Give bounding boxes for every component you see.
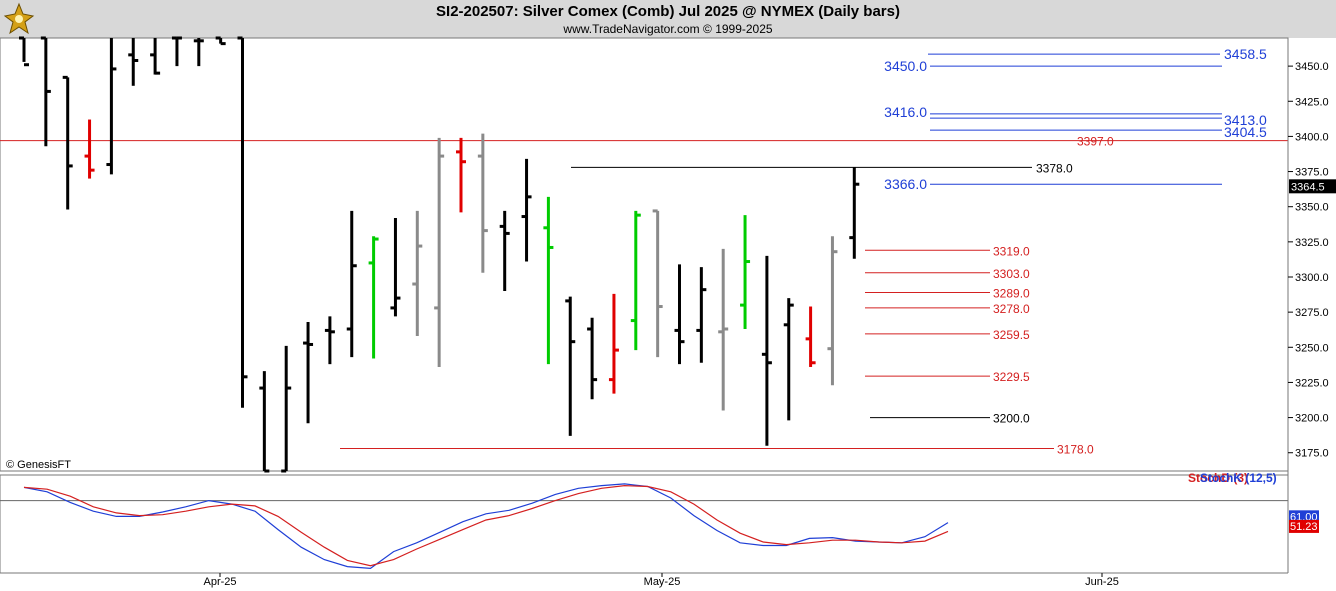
level-label: 3289.0: [993, 286, 1030, 300]
y-tick-label: 3225.0: [1295, 377, 1329, 389]
ohlc-bar: [40, 36, 51, 147]
y-tick-label: 3350.0: [1295, 202, 1329, 214]
ohlc-bar: [499, 210, 510, 292]
ohlc-bar: [827, 236, 838, 386]
level-label: 3259.5: [993, 328, 1030, 342]
ohlc-bar: [171, 36, 182, 67]
level-label: 3366.0: [884, 176, 927, 192]
y-tick-label: 3450.0: [1295, 61, 1329, 73]
ohlc-bar: [128, 38, 139, 86]
ohlc-bar: [783, 298, 794, 421]
y-tick-label: 3425.0: [1295, 96, 1329, 108]
ohlc-bar: [19, 36, 29, 67]
stoch-plot-area: [0, 474, 1289, 574]
ohlc-bar: [412, 210, 423, 337]
trade-navigator-logo-icon: [3, 2, 35, 35]
price-panel: [0, 37, 1289, 472]
ohlc-bar: [587, 317, 598, 400]
level-label: 3319.0: [993, 244, 1030, 258]
ohlc-bar: [368, 236, 379, 359]
ohlc-bar: [740, 215, 751, 330]
y-axis-area: [1288, 38, 1336, 591]
ohlc-bar: [434, 137, 445, 367]
ohlc-bar: [346, 210, 357, 358]
ohlc-bar: [477, 133, 488, 273]
ohlc-bar: [281, 345, 292, 473]
ohlc-bar: [324, 316, 335, 365]
chart-title: SI2-202507: Silver Comex (Comb) Jul 2025…: [436, 3, 900, 20]
stochd-value-box: [1289, 519, 1319, 533]
chart-header: SI2-202507: Silver Comex (Comb) Jul 2025…: [0, 0, 1336, 38]
legend-stochd: StochD (3): [1188, 471, 1248, 485]
ohlc-bar: [303, 321, 314, 424]
ohlc-bar: [696, 267, 707, 363]
last-price-label: 3364.5: [1291, 181, 1325, 193]
y-tick-label: 3325.0: [1295, 237, 1329, 249]
ohlc-bar: [849, 167, 860, 259]
level-label: 3413.0: [1224, 112, 1267, 128]
level-label: 3278.0: [993, 302, 1030, 316]
ohlc-bar: [150, 38, 161, 75]
stoch-series-line: [23, 483, 949, 570]
ohlc-bar: [390, 217, 401, 317]
ohlc-bar: [215, 36, 226, 46]
ohlc-bar: [237, 36, 248, 408]
ohlc-bar: [106, 38, 117, 175]
ohlc-bar: [521, 158, 532, 262]
chart-subtitle: www.TradeNavigator.com © 1999-2025: [563, 22, 773, 36]
stochd-value-label: 51.23: [1290, 521, 1318, 533]
y-tick-label: 3400.0: [1295, 131, 1329, 143]
y-tick-label: 3375.0: [1295, 167, 1329, 179]
ohlc-bar: [62, 75, 73, 210]
legend-stochk: StochK (12,5): [1200, 471, 1277, 485]
y-tick-label: 3200.0: [1295, 413, 1329, 425]
ohlc-bar: [652, 209, 663, 358]
ohlc-bar: [84, 119, 95, 179]
ohlc-bar: [630, 210, 641, 351]
stoch-series-line: [23, 484, 949, 567]
y-tick-label: 3250.0: [1295, 342, 1329, 354]
level-label: 3397.0: [1077, 135, 1114, 149]
stochastic-panel: [0, 474, 1289, 574]
price-plot-area: [0, 37, 1289, 472]
ohlc-bars: [19, 36, 860, 473]
level-label: 3416.0: [884, 104, 927, 120]
x-tick-label: Apr-25: [203, 576, 236, 588]
x-tick-label: Jun-25: [1085, 576, 1119, 588]
level-label: 3404.5: [1224, 124, 1267, 140]
level-label: 3458.5: [1224, 46, 1267, 62]
level-label: 3229.5: [993, 370, 1030, 384]
level-label: 3178.0: [1057, 443, 1094, 457]
axes-layer: 3175.0 3200.0 3225.0 3250.0 3275.0 3300.0 3325…: [0, 38, 1336, 591]
ohlc-bar: [456, 137, 466, 213]
level-label: 3303.0: [993, 267, 1030, 281]
level-label: 3450.0: [884, 58, 927, 74]
ohlc-bar: [674, 264, 685, 365]
ohlc-bar: [805, 306, 816, 367]
x-tick-label: May-25: [644, 576, 681, 588]
ohlc-bar: [718, 248, 729, 411]
ohlc-bar: [608, 293, 619, 394]
ohlc-bar: [543, 196, 554, 365]
ohlc-bar: [193, 38, 204, 67]
last-price-box: [1289, 179, 1336, 194]
y-tick-label: 3275.0: [1295, 307, 1329, 319]
y-tick-label: 3175.0: [1295, 448, 1329, 460]
copyright-label: © GenesisFT: [6, 459, 71, 471]
y-tick-label: 3300.0: [1295, 272, 1329, 284]
level-label: 3378.0: [1036, 161, 1073, 175]
level-label: 3200.0: [993, 412, 1030, 426]
ohlc-bar: [259, 371, 270, 473]
ohlc-bar: [565, 296, 576, 436]
ohlc-bar: [761, 255, 772, 446]
